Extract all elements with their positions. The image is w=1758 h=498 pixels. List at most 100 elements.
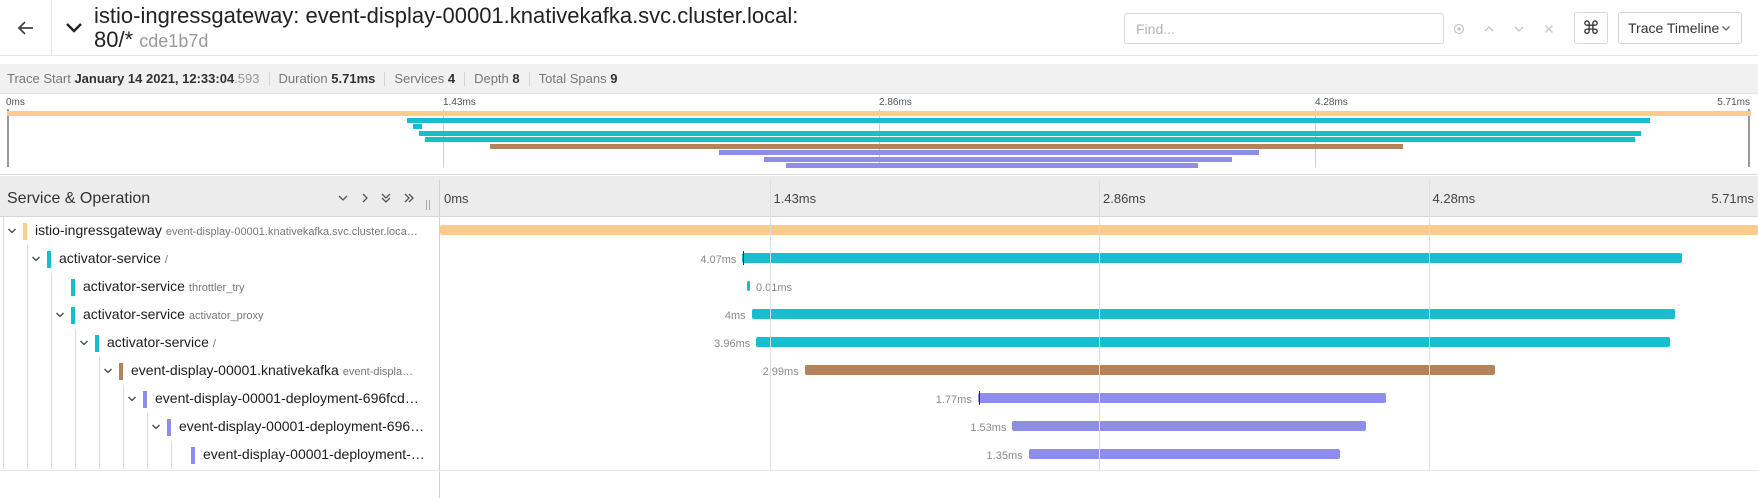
minimap-span-bar	[7, 111, 1751, 116]
span-log-marker	[978, 391, 980, 405]
minimap-span-bar	[718, 150, 1260, 155]
span-name-cell[interactable]: event-display-00001-deployment-696…	[0, 413, 439, 441]
span-row[interactable]: event-display-00001-deployment-696fcd… 1.…	[0, 385, 1758, 413]
span-name-cell[interactable]: activator-service throttler_try	[0, 273, 439, 301]
span-service-name[interactable]: activator-service throttler_try	[83, 278, 245, 294]
timeline-header: Service & Operation 0ms 1.43ms 2.86ms 4.28m…	[0, 180, 1758, 217]
chevron-down-icon[interactable]	[28, 251, 44, 267]
trace-duration: Duration 5.71ms	[278, 71, 376, 86]
span-duration-bar[interactable]	[742, 253, 1682, 263]
service-color-swatch	[71, 279, 75, 296]
span-name-cell[interactable]: activator-service /	[0, 245, 439, 273]
service-color-swatch	[143, 391, 147, 408]
minimap-span-bar	[407, 117, 1651, 123]
span-row[interactable]: event-display-00001.knativekafka event-di…	[0, 357, 1758, 385]
keyboard-shortcuts-button[interactable]: ⌘	[1574, 12, 1608, 44]
expand-all-icon[interactable]	[400, 189, 418, 207]
service-color-swatch	[167, 419, 171, 436]
span-row[interactable]: event-display-00001-deployment-696… 1.53m…	[0, 413, 1758, 441]
timeline-tick-label: 0ms	[444, 191, 469, 206]
span-name-cell[interactable]: event-display-00001-deployment-696fcd…	[0, 385, 439, 413]
span-name-cell[interactable]: istio-ingressgateway event-display-00001.…	[0, 217, 439, 245]
span-duration-bar[interactable]	[977, 393, 1387, 403]
span-service-name[interactable]: event-display-00001.knativekafka event-di…	[131, 362, 414, 378]
span-operation-name: event-displa…	[342, 366, 414, 378]
trace-depth: Depth 8	[474, 71, 520, 86]
chevron-down-icon[interactable]	[124, 391, 140, 407]
minimap-tick-label: 5.71ms	[1717, 97, 1750, 108]
minimap-span-bar	[489, 143, 1403, 149]
span-duration-label: 3.96ms	[714, 338, 751, 350]
span-duration-label: 1.35ms	[986, 450, 1023, 462]
span-row[interactable]: istio-ingressgateway event-display-00001.…	[0, 217, 1758, 245]
minimap-span-bar	[413, 124, 423, 129]
chevron-down-icon[interactable]	[148, 419, 164, 435]
service-color-swatch	[119, 363, 123, 380]
span-service-name[interactable]: activator-service /	[107, 334, 216, 350]
collapse-header-toggle[interactable]	[60, 14, 88, 42]
span-name-cell[interactable]: activator-service activator_proxy	[0, 301, 439, 329]
span-duration-bar[interactable]	[756, 337, 1671, 347]
span-operation-name: activator_proxy	[188, 310, 264, 322]
chevron-down-icon[interactable]	[4, 223, 20, 239]
column-splitter[interactable]	[439, 180, 440, 498]
span-row[interactable]: event-display-00001-deployment-… 1.35ms	[0, 441, 1758, 469]
chevron-down-icon[interactable]	[52, 307, 68, 323]
next-match-icon[interactable]	[1504, 13, 1534, 44]
trace-title-line2: 80/*	[94, 27, 134, 52]
span-operation-name: throttler_try	[188, 282, 245, 294]
span-row[interactable]: activator-service/3.96ms	[0, 329, 1758, 357]
service-color-swatch	[95, 335, 99, 352]
span-row[interactable]: activator-service activator_proxy 4ms	[0, 301, 1758, 329]
timeline-tick-label: 5.71ms	[1711, 191, 1754, 206]
span-duration-bar[interactable]	[804, 365, 1495, 375]
span-duration-bar[interactable]	[1012, 421, 1366, 431]
span-service-name[interactable]: istio-ingressgateway event-display-00001.…	[35, 222, 418, 238]
minimap-span-bar	[419, 130, 1642, 136]
find-input[interactable]	[1125, 14, 1443, 43]
trace-summary: Trace Start January 14 2021, 12:33:04.59…	[0, 64, 1758, 94]
find-box	[1124, 13, 1444, 44]
span-row[interactable]: activator-service throttler_try 0.01ms	[0, 273, 1758, 301]
span-operation-name: event-display-00001.knativekafka.svc.clu…	[165, 226, 418, 238]
service-color-swatch	[23, 223, 27, 240]
view-type-select[interactable]: Trace Timeline	[1618, 12, 1742, 44]
back-button[interactable]	[0, 0, 52, 56]
span-service-name[interactable]: activator-service activator_proxy	[83, 306, 264, 322]
expand-one-icon[interactable]	[356, 189, 374, 207]
chevron-down-icon[interactable]	[76, 335, 92, 351]
span-service-name[interactable]: activator-service /	[59, 250, 168, 266]
span-service-name[interactable]: event-display-00001-deployment-696…	[179, 418, 425, 434]
minimap-tick-label: 1.43ms	[443, 97, 476, 108]
span-duration-bar[interactable]	[1028, 449, 1341, 459]
timeline-tick-label: 4.28ms	[1432, 191, 1476, 206]
span-name-cell[interactable]: event-display-00001-deployment-…	[0, 441, 439, 469]
span-duration-label: 4ms	[724, 310, 746, 322]
trace-minimap[interactable]: 0ms 1.43ms 2.86ms 4.28ms 5.71ms	[0, 95, 1758, 175]
span-name-cell[interactable]: event-display-00001.knativekafka event-di…	[0, 357, 439, 385]
span-name-cell[interactable]: activator-service /	[0, 329, 439, 357]
clear-find-icon[interactable]	[1534, 13, 1564, 44]
chevron-down-icon[interactable]	[100, 363, 116, 379]
chevron-down-icon	[1722, 26, 1730, 31]
minimap-span-bar	[785, 163, 1199, 168]
previous-match-icon[interactable]	[1474, 13, 1504, 44]
minimap-viewport[interactable]	[7, 109, 1750, 167]
column-resize-handle[interactable]	[424, 200, 432, 210]
collapse-all-icon[interactable]	[377, 189, 395, 207]
span-service-name[interactable]: event-display-00001-deployment-696fcd…	[155, 390, 419, 406]
trace-start: Trace Start January 14 2021, 12:33:04.59…	[7, 71, 260, 86]
locate-icon[interactable]	[1444, 13, 1474, 44]
span-row[interactable]: activator-service/4.07ms	[0, 245, 1758, 273]
trace-title-line1: istio-ingressgateway: event-display-0000…	[94, 3, 799, 28]
timeline-tick-label: 2.86ms	[1103, 191, 1146, 206]
minimap-tick-label: 4.28ms	[1315, 97, 1348, 108]
minimap-tick-label: 0ms	[6, 97, 25, 108]
span-service-name[interactable]: event-display-00001-deployment-…	[203, 446, 425, 462]
span-duration-label: 2.99ms	[762, 366, 799, 378]
span-duration-bar[interactable]	[751, 309, 1675, 319]
trace-title: istio-ingressgateway: event-display-0000…	[94, 4, 874, 53]
collapse-one-icon[interactable]	[334, 189, 352, 207]
span-duration-bar[interactable]	[746, 281, 750, 291]
span-operation-name: /	[212, 338, 216, 350]
